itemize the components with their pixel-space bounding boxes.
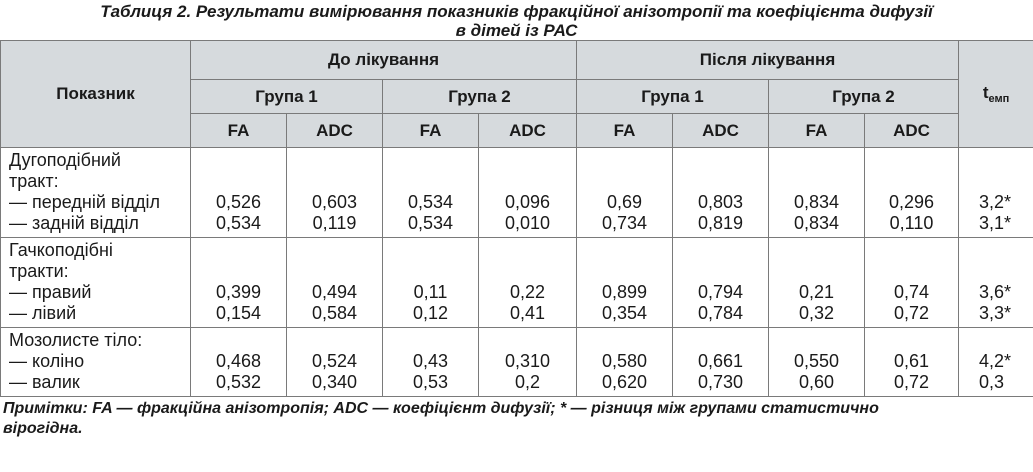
header-after-group-1: Група 1 [576,79,769,114]
value-cell: 0,399 0,154 [190,237,287,328]
caption-line-2: в дітей із РАС [455,21,578,40]
row-label-cell: Гачкоподібні тракти: — правий — лівий [0,237,191,328]
value-cell: 0,794 0,784 [672,237,769,328]
value-cell: 0,61 0,72 [863,327,960,397]
value-cell: 0,22 0,41 [478,237,577,328]
header-fa: FA [190,113,287,148]
value-cell: 0,834 0,834 [768,147,865,238]
value-cell: 0,69 0,734 [576,147,673,238]
row-title: тракти: [9,261,69,281]
row-sub-label: — задній відділ [9,213,139,233]
value-cell: 0,899 0,354 [576,237,673,328]
header-indicator: Показник [0,40,191,148]
row-title: Мозолисте тіло: [9,330,143,350]
results-table: Показник До лікування Після лікування tе… [0,40,1033,397]
table-notes: Примітки: FA — фракційна анізотропія; AD… [0,397,1033,439]
header-after-treatment: Після лікування [575,40,960,80]
caption-line-1: Таблиця 2. Результати вимірювання показн… [100,2,933,21]
header-before-group-2: Група 2 [382,79,577,114]
t-value-cell: 3,6* 3,3* [958,237,1033,328]
value-cell: 0,21 0,32 [768,237,865,328]
t-main: t [982,83,989,102]
value-cell: 0,524 0,340 [286,327,383,397]
row-sub-label: — передній відділ [9,192,160,212]
value-cell: 0,74 0,72 [863,237,960,328]
table-header: Показник До лікування Після лікування tе… [0,40,1033,148]
table-row: Гачкоподібні тракти: — правий — лівий 0,… [0,237,1033,328]
row-label-cell: Мозолисте тіло: — коліно — валик [0,327,191,397]
row-title: Гачкоподібні [9,240,113,260]
table-caption: Таблиця 2. Результати вимірювання показн… [0,0,1033,40]
header-after-group-2: Група 2 [767,79,960,114]
value-cell: 0,494 0,584 [286,237,383,328]
header-adc: ADC [863,113,960,148]
table-row: Дугоподібний тракт: — передній відділ — … [0,147,1033,238]
row-title: тракт: [9,171,59,191]
row-title: Дугоподібний [9,150,121,170]
header-before-treatment: До лікування [190,40,577,80]
value-cell: 0,43 0,53 [382,327,479,397]
table-row: Мозолисте тіло: — коліно — валик 0,468 0,… [0,327,1033,397]
header-fa: FA [382,113,479,148]
row-sub-label: — правий [9,282,92,302]
value-cell: 0,310 0,2 [478,327,577,397]
value-cell: 0,803 0,819 [672,147,769,238]
header-before-group-1: Група 1 [190,79,383,114]
t-value-cell: 3,2* 3,1* [958,147,1033,238]
header-adc: ADC [672,113,769,148]
value-cell: 0,468 0,532 [190,327,287,397]
header-fa: FA [576,113,673,148]
t-subscript: емп [988,93,1010,105]
row-sub-label: — валик [9,372,80,392]
value-cell: 0,11 0,12 [382,237,479,328]
note-line-1: Примітки: FA — фракційна анізотропія; AD… [3,400,879,417]
value-cell: 0,661 0,730 [672,327,769,397]
value-cell: 0,526 0,534 [190,147,287,238]
value-cell: 0,580 0,620 [576,327,673,397]
value-cell: 0,096 0,010 [478,147,577,238]
header-fa: FA [768,113,865,148]
value-cell: 0,534 0,534 [382,147,479,238]
value-cell: 0,296 0,110 [863,147,960,238]
note-line-2: вірогідна. [3,420,83,437]
header-adc: ADC [286,113,383,148]
t-value-cell: 4,2* 0,3 [958,327,1033,397]
row-label-cell: Дугоподібний тракт: — передній відділ — … [0,147,191,238]
value-cell: 0,550 0,60 [768,327,865,397]
row-sub-label: — коліно [9,351,85,371]
header-t-emp: tемп [958,40,1033,148]
row-sub-label: — лівий [9,303,77,323]
table-body: Дугоподібний тракт: — передній відділ — … [0,147,1033,397]
header-adc: ADC [478,113,577,148]
value-cell: 0,603 0,119 [286,147,383,238]
